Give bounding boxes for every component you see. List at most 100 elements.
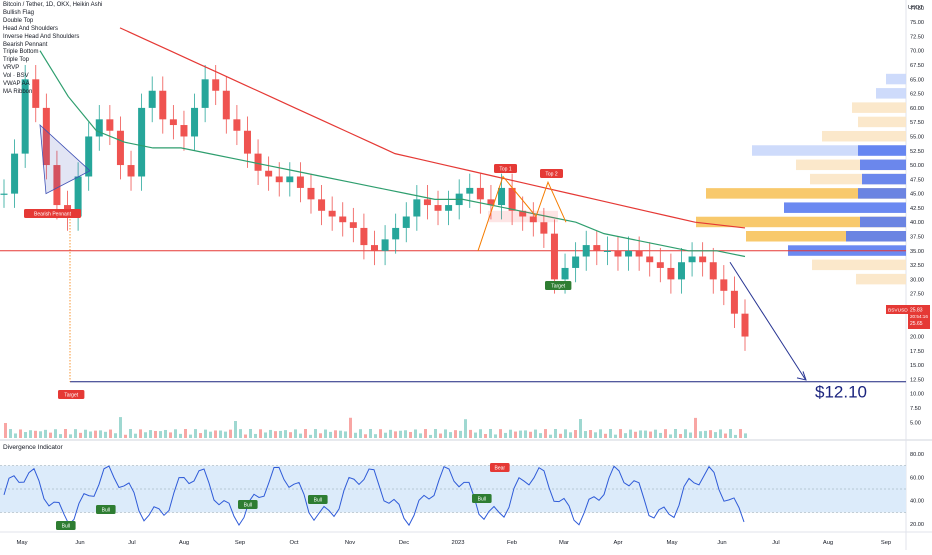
candle-body (371, 245, 378, 251)
bull-label: Bull (314, 497, 322, 503)
top2-label: Top 2 (545, 171, 557, 177)
volume-bar (124, 434, 127, 438)
bull-label-bg (56, 521, 76, 530)
bull-label-bg (472, 494, 492, 503)
legend-item[interactable]: Double Top (3, 17, 34, 24)
legend-item[interactable]: Inverse Head And Shoulders (3, 33, 80, 40)
volume-bar (574, 430, 577, 438)
y-axis-tick: 70.00 (910, 49, 924, 55)
volume-bar (499, 429, 502, 438)
volume-bar (629, 429, 632, 438)
legend-item[interactable]: VRVP (3, 65, 20, 72)
volume-bar (189, 434, 192, 438)
volume-bar (649, 431, 652, 438)
volume-bar (314, 429, 317, 438)
double-top-shape (477, 175, 567, 251)
volume-bar (454, 430, 457, 438)
volume-bar (214, 430, 217, 438)
volume-bar (489, 429, 492, 438)
price-target-label: $12.10 (815, 383, 867, 402)
candle-body (677, 262, 685, 280)
x-axis-tick: May (667, 540, 678, 546)
bull-label: Bull (244, 502, 252, 508)
bear-label-bg (490, 463, 510, 472)
y-axis-tick: 45.00 (910, 192, 924, 198)
y-axis-tick: 47.50 (910, 177, 924, 183)
volume-bar (19, 429, 22, 438)
volume-bar (744, 433, 747, 438)
candle-body (243, 130, 251, 154)
legend-item[interactable]: Triple Top (3, 57, 30, 64)
volume-bar (449, 432, 452, 438)
volume-bar (529, 431, 532, 438)
candle-body (445, 205, 453, 211)
volume-bar (84, 429, 87, 438)
volume-bar (104, 431, 107, 438)
volume-bar (284, 430, 287, 438)
price-now: 25.83 (910, 308, 923, 314)
volume-bar (724, 433, 727, 438)
chart-title[interactable]: Bitcoin / Tether, 1D, OKX, Heikin Ashi (3, 2, 103, 8)
legend-item[interactable]: Vol · BSV (3, 73, 29, 80)
candle-body (180, 125, 188, 137)
candle-body (582, 245, 590, 257)
volume-bar (639, 430, 642, 438)
y-axis-tick: 60.00 (910, 106, 924, 112)
volume-bar (409, 431, 412, 438)
legend-item[interactable]: VWAP AA (3, 81, 30, 88)
candle-body (466, 187, 474, 194)
volume-bar (164, 429, 167, 438)
legend-item[interactable]: Bullish Flag (3, 9, 35, 16)
x-axis-tick: May (17, 540, 28, 546)
osc-tick: 60.00 (910, 475, 924, 481)
x-axis-tick: Jul (772, 540, 779, 546)
volume-bar (644, 430, 647, 438)
volume-bar (729, 429, 732, 438)
volume-bar (334, 430, 337, 438)
target-mid-label: Target (551, 283, 566, 289)
osc-line (3, 465, 745, 527)
volume-bar (369, 429, 372, 438)
indicator-legend: Bitcoin / Tether, 1D, OKX, Heikin Ashi B… (3, 2, 102, 97)
candle-body (434, 205, 442, 211)
legend-item[interactable]: MA Ribbon (3, 88, 33, 95)
candle-body (402, 216, 410, 228)
volume-bar (129, 429, 132, 438)
candle-body (508, 187, 516, 211)
volume-bar (94, 430, 97, 438)
volume-bar (539, 433, 542, 438)
candle-body (275, 176, 283, 183)
candle-body (709, 262, 717, 280)
volume-bar (209, 431, 212, 438)
legend-item[interactable]: Head And Shoulders (3, 25, 59, 32)
legend-item[interactable]: Triple Bottom (3, 49, 39, 56)
candle-body (0, 193, 8, 195)
y-axis-tick: 67.50 (910, 63, 924, 69)
volume-bar (194, 429, 197, 438)
y-axis-tick: 35.00 (910, 249, 924, 255)
volume-bar (364, 434, 367, 438)
candle-body (635, 250, 643, 257)
volume-bar (379, 429, 382, 438)
candle-body (138, 107, 146, 177)
volume-bar (329, 431, 332, 438)
volume-bar (89, 431, 92, 438)
legend-item[interactable]: Bearish Pennant (3, 41, 48, 48)
volume-profile-bar (822, 130, 906, 142)
target-left-label: Target (64, 392, 79, 398)
volume-bar (654, 429, 657, 438)
volume-bar (349, 417, 352, 438)
volume-bar (569, 432, 572, 438)
volume-bar (54, 429, 57, 438)
candle-body (688, 256, 696, 263)
volume-bar (324, 429, 327, 438)
volume-bar (674, 429, 677, 438)
volume-bar (739, 429, 742, 438)
candle-body (349, 222, 357, 228)
candle-body (222, 90, 230, 120)
y-axis-tick: 15.00 (910, 363, 924, 369)
candle-body (116, 130, 124, 166)
candle-body (392, 227, 400, 240)
